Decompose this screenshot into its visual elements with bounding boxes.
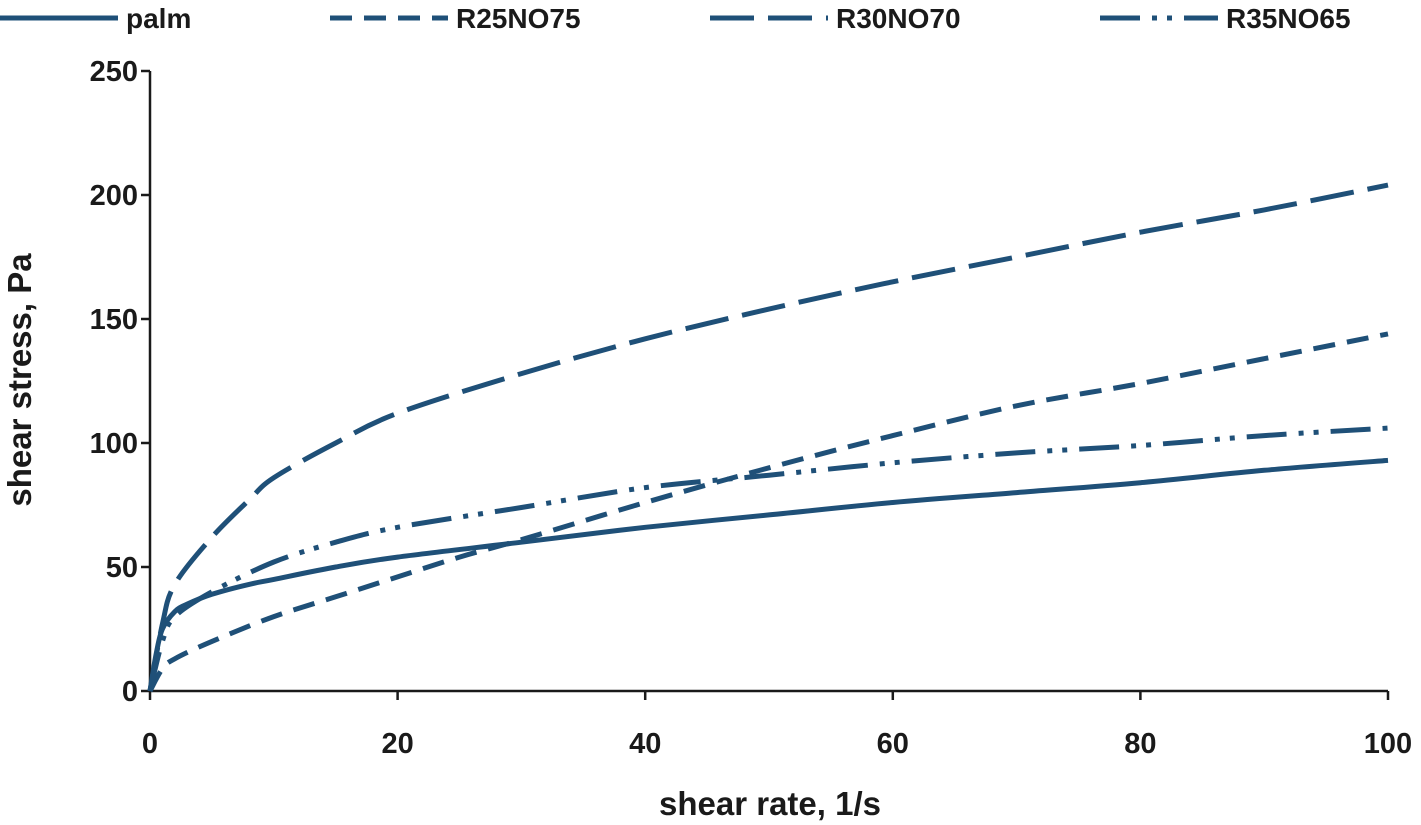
y-axis-title: shear stress, Pa bbox=[1, 253, 38, 507]
x-axis-title: shear rate, 1/s bbox=[659, 785, 881, 822]
y-tick-label: 200 bbox=[90, 180, 138, 212]
y-tick-label: 0 bbox=[122, 676, 138, 708]
y-tick-label: 100 bbox=[90, 428, 138, 460]
legend-label-palm: palm bbox=[126, 3, 191, 34]
y-tick-label: 50 bbox=[106, 552, 138, 584]
series-line-r30no70 bbox=[147, 182, 1389, 692]
x-tick-label: 100 bbox=[1364, 728, 1412, 760]
x-tick-label: 40 bbox=[629, 728, 661, 760]
legend: palm R25NO75 R30NO70 R35NO65 bbox=[0, 3, 1351, 34]
y-tick-label: 250 bbox=[90, 56, 138, 88]
x-axis: 0 20 40 60 80 100 bbox=[142, 689, 1412, 760]
series-group bbox=[147, 182, 1389, 693]
legend-label-r25no75: R25NO75 bbox=[456, 3, 581, 34]
x-tick-label: 80 bbox=[1124, 728, 1156, 760]
series-line-r35no65 bbox=[147, 425, 1389, 692]
series-line-palm bbox=[147, 457, 1389, 692]
x-tick-label: 20 bbox=[381, 728, 413, 760]
legend-label-r30no70: R30NO70 bbox=[836, 3, 961, 34]
x-tick-label: 0 bbox=[142, 728, 158, 760]
x-tick-label: 60 bbox=[877, 728, 909, 760]
series-line-r25no75 bbox=[147, 331, 1389, 693]
y-axis: 0 50 100 150 200 250 bbox=[90, 56, 152, 708]
legend-label-r35no65: R35NO65 bbox=[1226, 3, 1351, 34]
y-tick-label: 150 bbox=[90, 304, 138, 336]
